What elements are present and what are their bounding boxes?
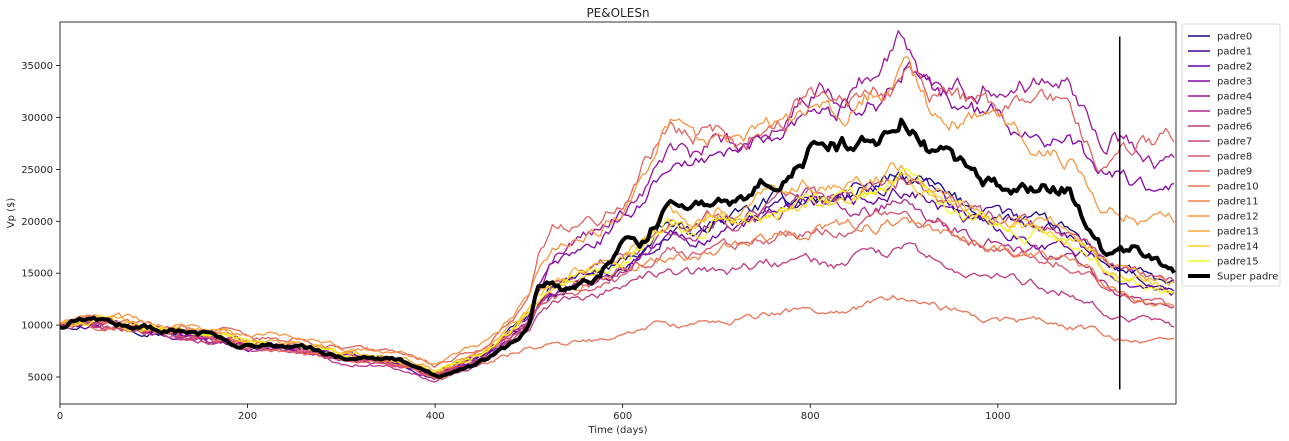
legend-label: padre9 bbox=[1217, 167, 1252, 178]
legend-label: padre10 bbox=[1217, 182, 1259, 193]
series-line-padre12 bbox=[59, 56, 1175, 365]
series-line-padre4 bbox=[59, 30, 1175, 374]
series-line-padre2 bbox=[59, 187, 1175, 380]
legend-label: padre1 bbox=[1217, 47, 1252, 58]
legend-label: padre7 bbox=[1217, 137, 1252, 148]
series-line-padre8 bbox=[59, 209, 1175, 378]
legend-label: padre0 bbox=[1217, 32, 1252, 43]
y-axis: 5000 10000 15000 20000 25000 30000 35000 bbox=[21, 61, 60, 384]
x-tick-label: 800 bbox=[801, 411, 820, 422]
series-line-super-padre bbox=[59, 117, 1176, 379]
x-tick-label: 600 bbox=[613, 411, 632, 422]
x-tick-label: 0 bbox=[57, 411, 63, 422]
legend-label: padre5 bbox=[1217, 107, 1252, 118]
series-line-padre9 bbox=[59, 65, 1175, 368]
x-tick-label: 200 bbox=[238, 411, 257, 422]
series-layer bbox=[59, 30, 1176, 383]
x-axis: 0 200 400 600 800 1000 bbox=[57, 404, 1011, 422]
plot-area bbox=[59, 21, 1177, 405]
series-line-padre15 bbox=[59, 167, 1175, 373]
series-line-padre14 bbox=[59, 172, 1175, 374]
legend-label: padre8 bbox=[1217, 152, 1252, 163]
series-line-padre10 bbox=[59, 294, 1175, 380]
y-tick-label: 30000 bbox=[21, 113, 53, 124]
y-tick-label: 35000 bbox=[21, 61, 53, 72]
legend-items: padre0 padre1 padre2 padre3 padre4 padre5 padr… bbox=[1188, 32, 1278, 283]
legend: padre0 padre1 padre2 padre3 padre4 padre5 padr… bbox=[1181, 23, 1281, 287]
legend-label: padre11 bbox=[1217, 197, 1259, 208]
legend-label: padre15 bbox=[1217, 257, 1259, 268]
y-tick-label: 10000 bbox=[21, 321, 53, 332]
legend-label: padre2 bbox=[1217, 62, 1252, 73]
legend-label: padre14 bbox=[1217, 242, 1259, 253]
legend-frame bbox=[1181, 23, 1281, 287]
y-axis-label: Vp ($) bbox=[6, 198, 17, 229]
legend-label: padre12 bbox=[1217, 212, 1259, 223]
legend-label: padre3 bbox=[1217, 77, 1252, 88]
series-line-padre11 bbox=[59, 217, 1175, 374]
x-tick-label: 400 bbox=[426, 411, 445, 422]
x-tick-label: 1000 bbox=[985, 411, 1010, 422]
y-tick-label: 5000 bbox=[28, 373, 53, 384]
y-tick-label: 25000 bbox=[21, 165, 53, 176]
x-axis-label: Time (days) bbox=[587, 425, 647, 436]
legend-label: padre13 bbox=[1217, 227, 1259, 238]
legend-label: Super padre bbox=[1217, 272, 1278, 283]
y-tick-label: 20000 bbox=[21, 217, 53, 228]
y-tick-label: 15000 bbox=[21, 269, 53, 280]
legend-label: padre6 bbox=[1217, 122, 1252, 133]
plot-frame bbox=[59, 21, 1177, 405]
chart-title: PE&OLESn bbox=[586, 6, 649, 20]
legend-label: padre4 bbox=[1217, 92, 1252, 103]
